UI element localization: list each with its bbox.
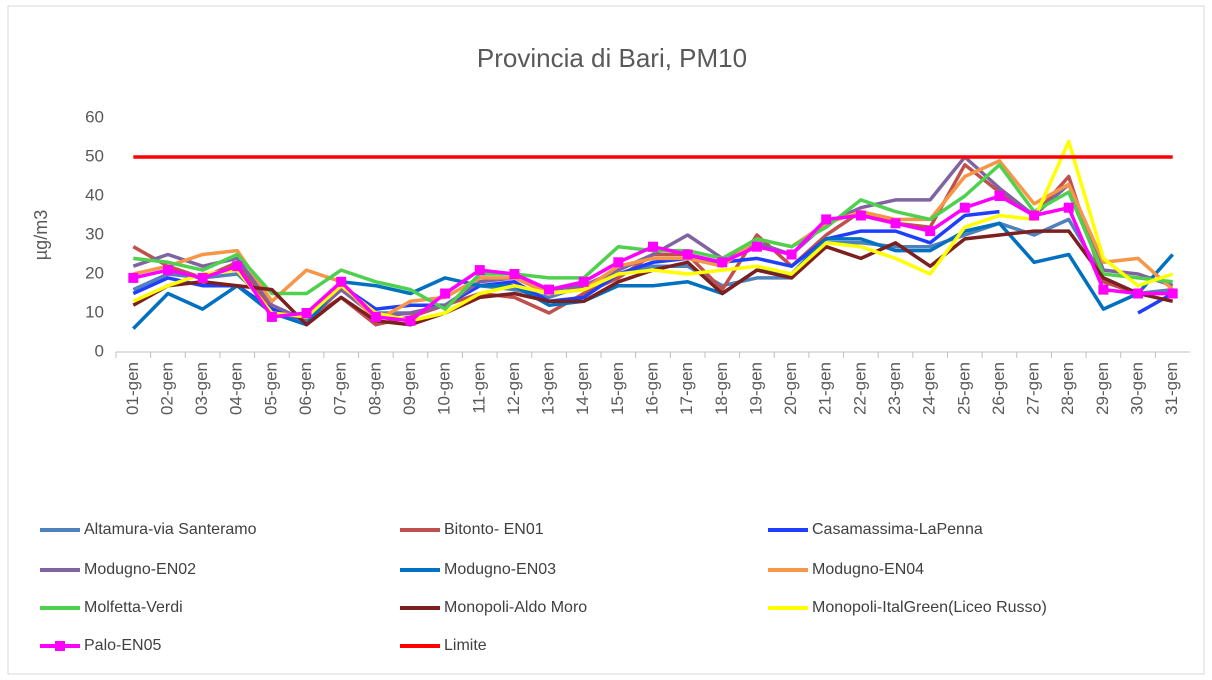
x-tick-label: 24-gen <box>920 362 939 415</box>
x-tick-label: 28-gen <box>1058 362 1077 415</box>
chart-border <box>7 5 1205 675</box>
series-marker <box>301 308 312 318</box>
x-tick-label: 19-gen <box>746 362 765 415</box>
series-marker <box>1167 288 1178 299</box>
series-marker <box>232 261 243 272</box>
x-tick-label: 31-gen <box>1162 362 1181 415</box>
y-tick-label: 50 <box>85 146 104 165</box>
x-tick-label: 05-gen <box>261 362 280 415</box>
legend-label: Modugno-EN03 <box>444 561 556 578</box>
series-marker <box>266 311 277 322</box>
y-tick-label: 60 <box>85 107 104 126</box>
legend-label: Bitonto- EN01 <box>444 521 544 538</box>
x-tick-label: 25-gen <box>954 362 973 415</box>
series-marker <box>128 272 139 283</box>
y-tick-label: 0 <box>95 341 104 360</box>
y-tick-label: 20 <box>85 263 104 282</box>
series-marker <box>509 269 520 279</box>
series-marker <box>1098 284 1109 295</box>
series-marker <box>1029 210 1040 221</box>
x-tick-label: 20-gen <box>781 362 800 415</box>
x-tick-label: 08-gen <box>365 362 384 415</box>
series-line <box>132 155 1174 323</box>
series-marker <box>751 241 762 252</box>
series-marker <box>544 284 555 295</box>
x-tick-label: 16-gen <box>642 362 661 415</box>
x-tick-label: 12-gen <box>504 362 523 415</box>
x-tick-label: 29-gen <box>1093 362 1112 415</box>
series-marker <box>682 249 693 260</box>
legend-label: Limite <box>444 637 487 654</box>
x-tick-label: 02-gen <box>157 362 176 415</box>
x-tick-label: 01-gen <box>123 362 142 415</box>
x-tick-label: 04-gen <box>227 362 246 415</box>
series-marker <box>162 265 173 276</box>
series-marker <box>613 257 624 268</box>
x-tick-label: 17-gen <box>677 362 696 415</box>
legend-label: Palo-EN05 <box>84 637 161 654</box>
y-axis-label: µg/m3 <box>31 210 51 260</box>
series-marker <box>821 214 832 225</box>
y-tick-label: 10 <box>85 302 104 321</box>
series-marker <box>855 210 866 221</box>
series-marker <box>1133 288 1144 299</box>
x-tick-label: 14-gen <box>573 362 592 415</box>
legend-label: Monopoli-ItalGreen(Liceo Russo) <box>812 599 1047 616</box>
y-tick-label: 30 <box>85 224 104 243</box>
x-tick-label: 09-gen <box>400 362 419 415</box>
legend-label: Altamura-via Santeramo <box>84 521 257 538</box>
x-tick-label: 23-gen <box>885 362 904 415</box>
series-marker <box>890 218 901 229</box>
series-line <box>132 159 1174 323</box>
series-marker <box>786 249 797 260</box>
x-tick-label: 27-gen <box>1024 362 1043 415</box>
y-tick-label: 40 <box>85 185 104 204</box>
legend-marker <box>55 641 65 651</box>
series-marker <box>336 276 347 287</box>
x-tick-label: 11-gen <box>469 362 488 414</box>
x-tick-label: 26-gen <box>989 362 1008 415</box>
legend-label: Modugno-EN04 <box>812 561 924 578</box>
series-marker <box>959 202 970 213</box>
x-tick-label: 13-gen <box>539 362 558 415</box>
x-tick-label: 15-gen <box>608 362 627 415</box>
series-marker <box>197 272 208 283</box>
legend-label: Molfetta-Verdi <box>84 599 183 616</box>
x-tick-label: 22-gen <box>850 362 869 415</box>
series-marker <box>405 315 416 326</box>
series-marker <box>578 276 589 287</box>
legend-label: Modugno-EN02 <box>84 561 196 578</box>
series-marker <box>370 311 381 322</box>
x-tick-label: 18-gen <box>712 362 731 415</box>
x-tick-label: 06-gen <box>296 362 315 415</box>
x-tick-label: 21-gen <box>816 362 835 415</box>
series-marker <box>994 191 1005 201</box>
x-tick-label: 03-gen <box>192 362 211 415</box>
series-marker <box>1063 202 1074 213</box>
series-marker <box>440 288 451 299</box>
x-tick-label: 10-gen <box>435 362 454 415</box>
x-tick-label: 07-gen <box>331 362 350 415</box>
series-marker <box>925 226 936 237</box>
legend-label: Casamassima-LaPenna <box>812 521 983 538</box>
chart-title: Provincia di Bari, PM10 <box>477 43 747 73</box>
series-line <box>132 209 1174 323</box>
x-tick-label: 30-gen <box>1128 362 1147 415</box>
series-marker <box>474 265 485 276</box>
series-marker <box>648 241 658 252</box>
series-marker <box>717 257 728 268</box>
legend-label: Monopoli-Aldo Moro <box>444 599 587 616</box>
